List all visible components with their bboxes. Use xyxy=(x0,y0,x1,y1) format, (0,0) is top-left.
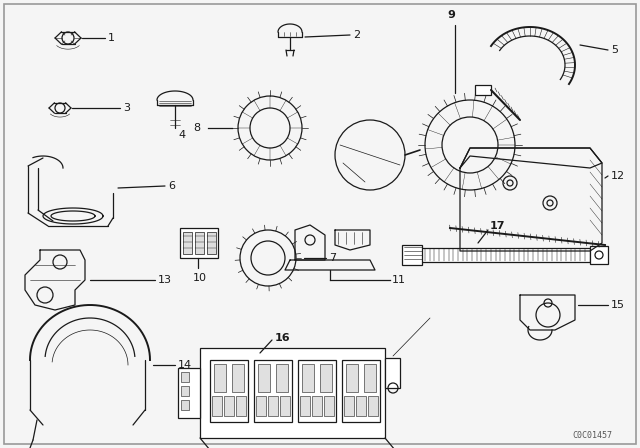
Bar xyxy=(475,85,491,95)
Bar xyxy=(232,364,244,392)
Bar xyxy=(181,372,189,382)
Bar xyxy=(268,396,278,416)
Text: 3: 3 xyxy=(123,103,130,113)
Bar xyxy=(302,364,314,392)
Bar xyxy=(214,364,226,392)
Bar xyxy=(420,248,590,262)
Text: 1: 1 xyxy=(108,33,115,43)
Text: 15: 15 xyxy=(611,300,625,310)
Bar xyxy=(207,232,216,254)
Text: 14: 14 xyxy=(178,360,192,370)
Bar xyxy=(324,396,334,416)
Text: 4: 4 xyxy=(178,130,185,140)
Text: 7: 7 xyxy=(329,253,336,263)
Bar xyxy=(346,364,358,392)
Bar xyxy=(385,358,400,388)
Text: 11: 11 xyxy=(392,275,406,285)
Text: 16: 16 xyxy=(275,333,291,343)
Bar xyxy=(312,396,322,416)
Bar xyxy=(195,232,204,254)
Text: 13: 13 xyxy=(158,275,172,285)
Bar xyxy=(344,396,354,416)
Bar xyxy=(364,364,376,392)
Bar xyxy=(298,360,336,422)
Text: 6: 6 xyxy=(168,181,175,191)
Bar xyxy=(224,396,234,416)
Text: 2: 2 xyxy=(353,30,360,40)
Text: 10: 10 xyxy=(193,273,207,283)
Bar xyxy=(356,396,366,416)
Bar xyxy=(402,245,422,265)
Bar xyxy=(256,396,266,416)
Bar xyxy=(178,368,200,418)
Text: 5: 5 xyxy=(611,45,618,55)
Bar xyxy=(276,364,288,392)
Text: 12: 12 xyxy=(611,171,625,181)
Bar xyxy=(236,396,246,416)
Bar xyxy=(258,364,270,392)
Bar xyxy=(181,386,189,396)
Bar xyxy=(590,246,608,264)
Bar xyxy=(320,364,332,392)
Text: C0C01457: C0C01457 xyxy=(572,431,612,440)
Bar xyxy=(181,400,189,410)
Bar xyxy=(212,396,222,416)
Bar xyxy=(300,396,310,416)
Text: 17: 17 xyxy=(490,221,506,231)
Bar xyxy=(342,360,380,422)
Bar xyxy=(280,396,290,416)
Text: 9: 9 xyxy=(447,10,455,20)
Bar xyxy=(254,360,292,422)
Bar xyxy=(210,360,248,422)
Text: 8: 8 xyxy=(193,123,200,133)
Bar xyxy=(183,232,192,254)
Bar xyxy=(368,396,378,416)
Bar xyxy=(200,348,385,438)
Bar xyxy=(180,228,218,258)
